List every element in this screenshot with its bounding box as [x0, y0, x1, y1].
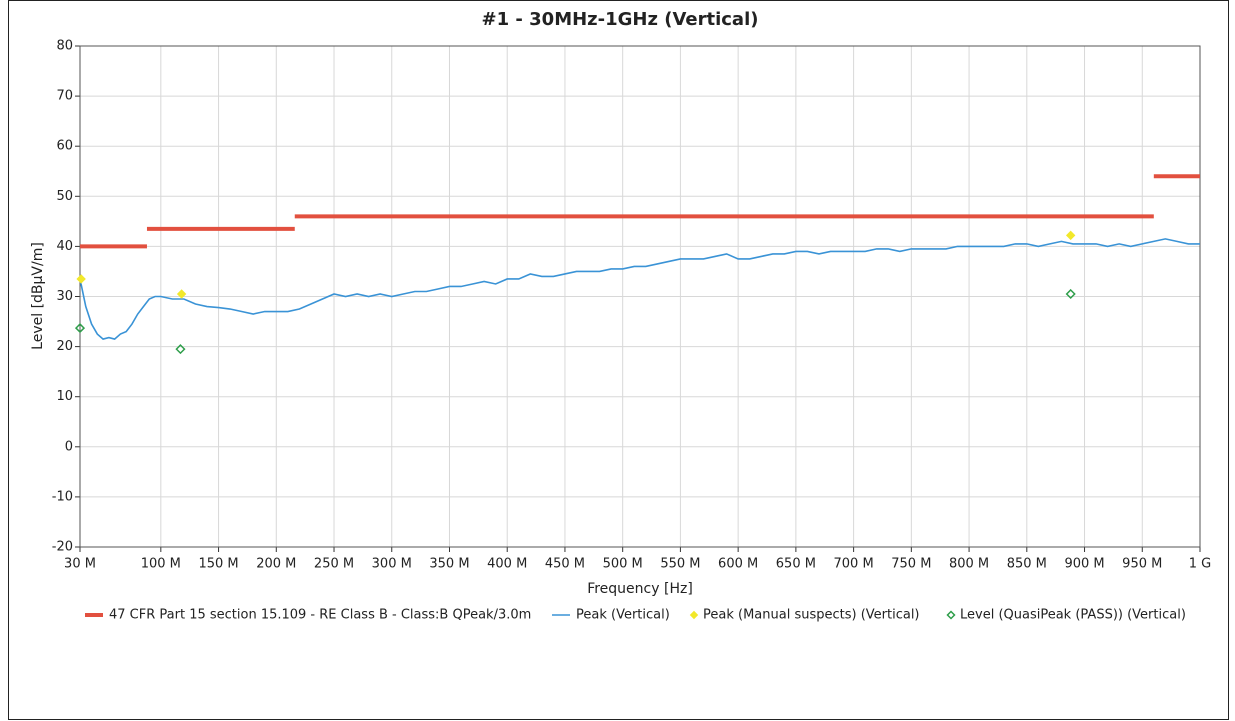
- marker: [76, 274, 86, 284]
- legend-label: Peak (Manual suspects) (Vertical): [703, 608, 920, 623]
- x-tick-label: 30 M: [64, 557, 96, 572]
- y-tick-label: 80: [56, 39, 73, 54]
- x-tick-label: 600 M: [718, 557, 758, 572]
- y-tick-label: 70: [56, 89, 73, 104]
- x-tick-label: 950 M: [1122, 557, 1162, 572]
- x-tick-label: 150 M: [198, 557, 238, 572]
- x-axis-title: Frequency [Hz]: [587, 581, 693, 597]
- chart-title: #1 - 30MHz-1GHz (Vertical): [482, 9, 759, 30]
- x-tick-label: 700 M: [834, 557, 874, 572]
- x-tick-label: 300 M: [372, 557, 412, 572]
- x-tick-label: 100 M: [141, 557, 181, 572]
- plot-area: [79, 45, 1201, 548]
- x-tick-label: 500 M: [603, 557, 643, 572]
- marker: [74, 323, 86, 334]
- y-tick-label: -20: [52, 540, 73, 555]
- x-tick-label: 250 M: [314, 557, 354, 572]
- y-tick-label: 20: [56, 339, 73, 354]
- x-tick-label: 800 M: [949, 557, 989, 572]
- trace-line: [79, 238, 1200, 340]
- marker: [1065, 288, 1076, 300]
- y-tick-label: 10: [56, 389, 73, 404]
- y-tick-label: 50: [56, 189, 73, 204]
- legend-label: Peak (Vertical): [576, 608, 670, 623]
- x-tick-label: 900 M: [1064, 557, 1104, 572]
- x-tick-label: 450 M: [545, 557, 585, 572]
- x-tick-label: 850 M: [1007, 557, 1047, 572]
- marker: [1065, 230, 1076, 241]
- legend-swatch: [689, 610, 699, 620]
- x-tick-label: 400 M: [487, 557, 527, 572]
- legend-label: Level (QuasiPeak (PASS)) (Vertical): [960, 608, 1186, 623]
- legend-label: 47 CFR Part 15 section 15.109 - RE Class…: [109, 608, 531, 623]
- marker: [176, 289, 187, 299]
- x-tick-label: 750 M: [891, 557, 931, 572]
- x-tick-label: 650 M: [776, 557, 816, 572]
- x-tick-label: 550 M: [660, 557, 700, 572]
- y-tick-label: 40: [56, 239, 73, 254]
- y-tick-label: 60: [56, 139, 73, 154]
- x-tick-label: 350 M: [429, 557, 469, 572]
- legend-swatch: [946, 610, 956, 620]
- frame: [8, 0, 1229, 720]
- y-tick-label: 30: [56, 289, 73, 304]
- x-tick-label: 1 G: [1189, 557, 1211, 572]
- marker: [175, 344, 186, 355]
- y-tick-label: 0: [65, 439, 73, 454]
- y-axis-title: Level [dBµV/m]: [30, 242, 46, 350]
- y-tick-label: -10: [52, 489, 73, 504]
- x-tick-label: 200 M: [256, 557, 296, 572]
